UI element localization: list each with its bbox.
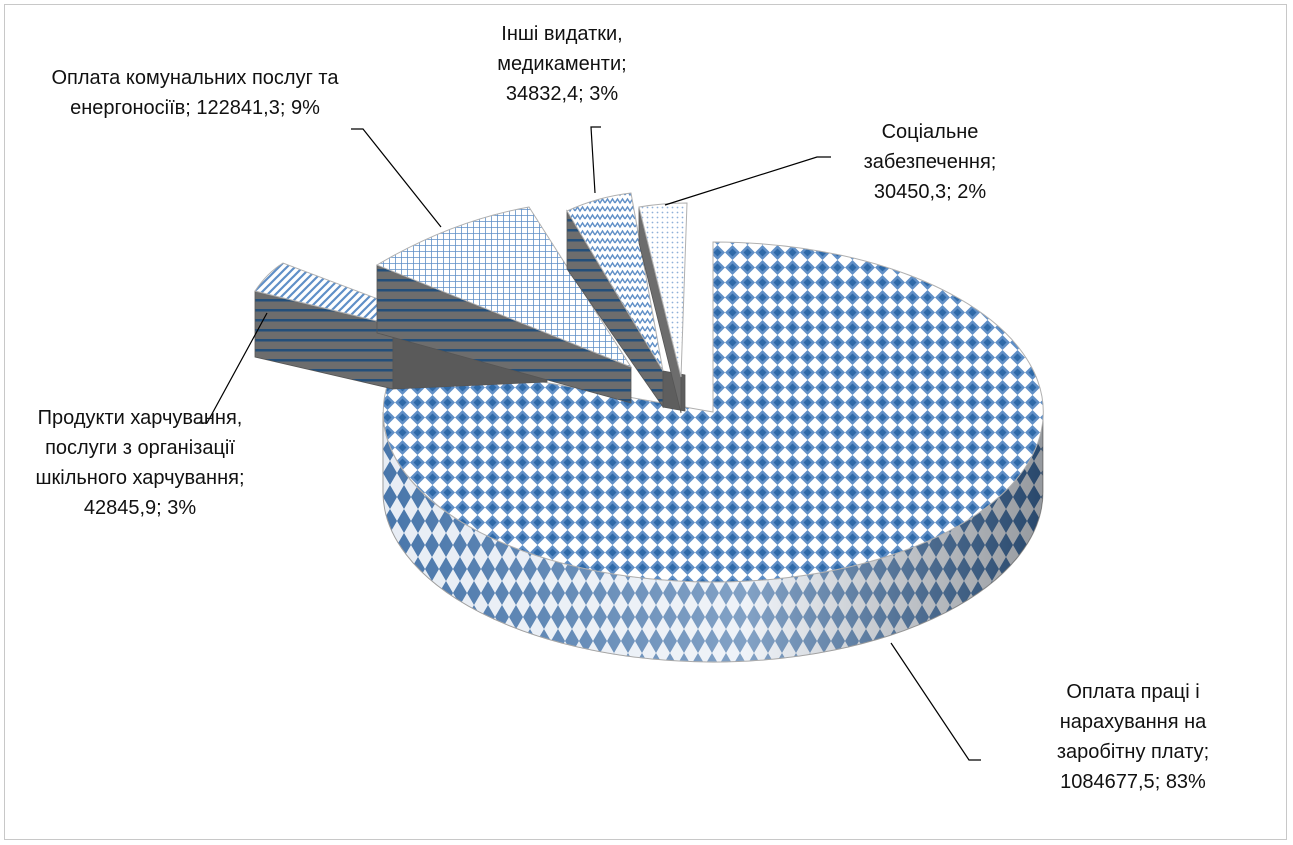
data-label-other-value: 34832,4 <box>505 83 579 105</box>
data-label-other-name: Інші видатки, медикаменти <box>497 23 623 75</box>
data-label-utilities-percent: 9% <box>290 97 320 119</box>
pie-chart <box>197 126 1044 761</box>
data-label-other-percent: 3% <box>589 83 619 105</box>
pie-slice-utilities-top <box>375 206 633 369</box>
data-label-utilities: Оплата комунальних послуг та енергоносії… <box>51 67 339 119</box>
pie-slice-social <box>638 202 688 414</box>
data-label-food-name: Продукти харчування, послуги з організац… <box>35 407 243 489</box>
data-label-other: Інші видатки, медикаменти; 34832,4; 3% <box>497 23 627 105</box>
data-label-social-value: 30450,3 <box>873 181 947 203</box>
pie-slice-salary <box>382 241 1044 663</box>
data-label-salary: Оплата праці і нарахування на заробітну … <box>1056 681 1210 793</box>
leader-line-social <box>664 156 831 206</box>
pie-slice-social-top <box>638 202 688 378</box>
data-label-utilities-value: 122841,3 <box>196 97 280 119</box>
pie-slice-utilities <box>375 206 633 404</box>
leader-line-other <box>590 126 601 194</box>
data-label-social-percent: 2% <box>957 181 987 203</box>
data-label-food-percent: 3% <box>167 497 197 519</box>
data-label-utilities-name: Оплата комунальних послуг та енергоносії… <box>51 67 339 119</box>
pie-slice-salary-top <box>382 241 1044 583</box>
data-label-food: Продукти харчування, послуги з організац… <box>35 407 245 519</box>
data-label-food-value: 42845,9 <box>83 497 157 519</box>
data-label-salary-percent: 83% <box>1165 771 1206 793</box>
data-label-salary-value: 1084677,5 <box>1060 771 1155 793</box>
data-label-salary-name: Оплата праці і нарахування на заробітну … <box>1056 681 1207 763</box>
leader-line-utilities <box>351 128 442 228</box>
data-label-social-name: Соціальне забезпечення <box>863 121 991 173</box>
data-label-social: Соціальне забезпечення; 30450,3; 2% <box>863 121 997 203</box>
leader-line-salary <box>890 642 981 761</box>
chart-area: Оплата праці і нарахування на заробітну … <box>4 4 1287 840</box>
leader-line-food <box>197 312 268 424</box>
